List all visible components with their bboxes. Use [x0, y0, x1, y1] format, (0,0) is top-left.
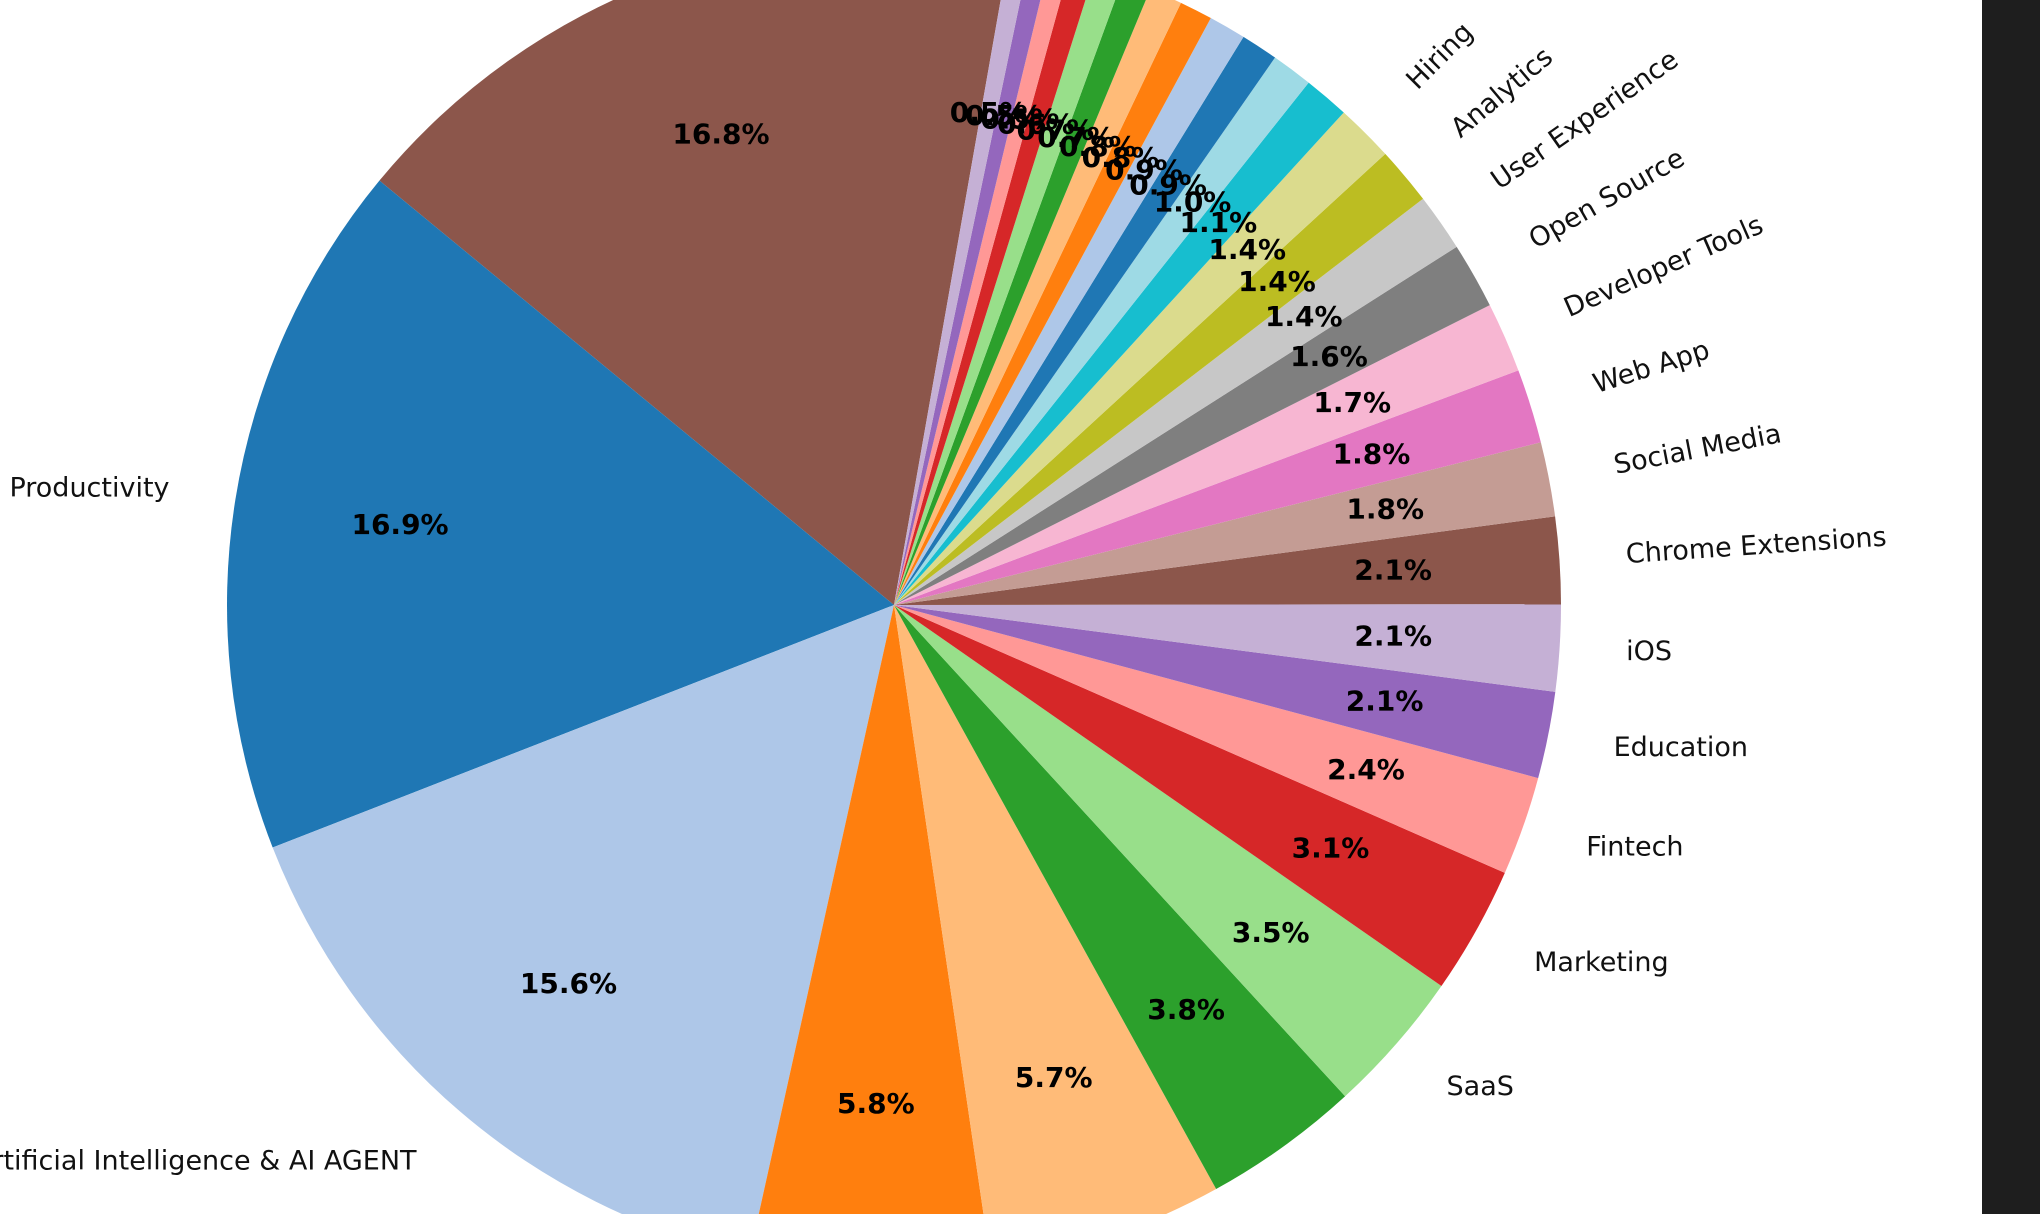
percent-label: 1.8% — [1333, 438, 1411, 471]
percent-label: 1.0% — [1154, 186, 1232, 219]
percent-label: 1.4% — [1265, 300, 1343, 333]
pie-slice — [894, 198, 1457, 606]
pie-slice — [894, 0, 1116, 605]
pie-slice — [272, 605, 894, 1214]
category-label: Chrome Extensions — [1625, 522, 1888, 571]
pie-slice — [894, 370, 1541, 605]
percent-label: 15.6% — [520, 967, 617, 1000]
percent-label: 0.5% — [980, 103, 1058, 136]
pie-slice — [894, 112, 1386, 605]
percent-label: 2.4% — [1327, 753, 1405, 786]
pie-slice — [894, 605, 1539, 873]
percent-label: 0.5% — [950, 96, 1028, 129]
category-label: Analytics — [1445, 41, 1559, 144]
percent-label: 0.9% — [1105, 154, 1183, 187]
percent-label: 1.4% — [1238, 265, 1316, 298]
percent-label: 2.1% — [1346, 685, 1424, 718]
pie-slice — [894, 246, 1490, 605]
percent-label: 5.8% — [837, 1087, 915, 1120]
percent-label: 3.1% — [1292, 832, 1370, 865]
pie-slice — [894, 604, 1561, 692]
category-label: Marketing — [1534, 947, 1669, 978]
pie-slice — [894, 18, 1244, 606]
percent-label: 0.5% — [965, 99, 1043, 132]
pie-slice — [226, 180, 894, 848]
category-label: iOS — [1626, 636, 1672, 667]
pie-slice — [894, 605, 1442, 1097]
percent-label: 2.1% — [1354, 619, 1432, 652]
category-label: Web App — [1589, 334, 1713, 399]
side-bar — [1982, 0, 2040, 1214]
category-label: Artificial Intelligence & AI AGENT — [0, 1146, 417, 1177]
category-label: Developer Tools — [1559, 210, 1767, 324]
pie-slice — [894, 605, 1556, 779]
pie-slice — [894, 57, 1309, 605]
pie-slice — [379, 0, 1001, 605]
percent-label: 1.4% — [1208, 233, 1286, 266]
percent-label: 1.1% — [1180, 206, 1258, 239]
percent-label: 0.7% — [1017, 113, 1095, 146]
percent-label: 0.7% — [1037, 121, 1115, 154]
pie-slice — [894, 516, 1561, 605]
percent-label: 16.8% — [672, 118, 769, 151]
pie-slice — [894, 2, 1211, 605]
category-label: Fintech — [1586, 832, 1683, 863]
pie-slice — [894, 153, 1424, 605]
percent-label: 3.5% — [1232, 916, 1310, 949]
pie-slice — [894, 305, 1519, 605]
category-label: SaaS — [1447, 1071, 1514, 1102]
pie-slice — [894, 605, 1217, 1214]
percent-label: 1.8% — [1346, 493, 1424, 526]
category-label: Productivity — [9, 472, 169, 503]
pie-slice — [894, 0, 1181, 605]
percent-label: 5.7% — [1015, 1061, 1093, 1094]
pie-slice — [894, 0, 1146, 605]
pie-slice — [894, 442, 1556, 605]
category-label: Social Media — [1611, 418, 1784, 480]
pie-slice — [894, 36, 1276, 606]
percent-label: 2.1% — [1354, 553, 1432, 586]
pie-slice — [894, 82, 1344, 605]
pie-slice — [758, 605, 984, 1214]
percent-label: 1.6% — [1290, 340, 1368, 373]
percent-label: 16.9% — [351, 508, 448, 541]
pie — [226, 0, 1561, 1214]
category-label: Hiring — [1400, 17, 1479, 96]
percent-label: 0.8% — [1059, 130, 1137, 163]
category-label: Education — [1614, 732, 1748, 763]
pie-slice — [894, 605, 1505, 987]
percent-label: 0.9% — [1129, 169, 1207, 202]
percent-label: 3.8% — [1147, 993, 1225, 1026]
percent-label: 1.7% — [1313, 386, 1391, 419]
percent-label: 0.8% — [1082, 141, 1160, 174]
percent-label: 0.6% — [997, 107, 1075, 140]
pie-slice — [894, 605, 1346, 1190]
